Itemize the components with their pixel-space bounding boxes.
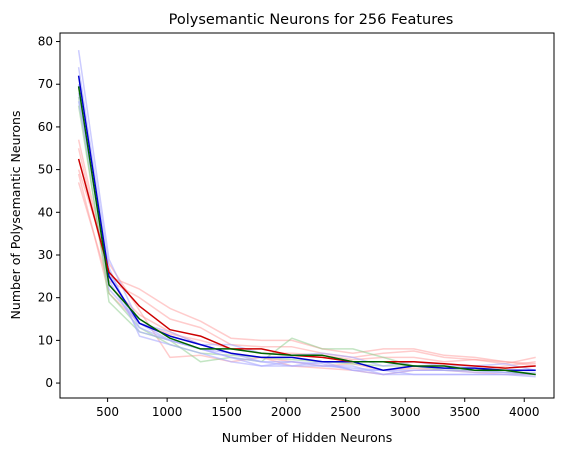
y-tick-label: 0 — [45, 376, 53, 390]
x-tick-label: 1500 — [211, 405, 242, 419]
y-axis: 0 10 20 30 40 50 60 70 80 — [38, 35, 60, 390]
x-tick-label: 3000 — [390, 405, 421, 419]
series-line-10 — [77, 169, 536, 372]
series-line-8 — [77, 139, 536, 367]
x-tick-label: 500 — [96, 405, 119, 419]
series-line-9 — [77, 148, 536, 365]
series-line-13 — [77, 96, 536, 376]
y-tick-label: 30 — [38, 248, 53, 262]
y-axis-label: Number of Polysemantic Neurons — [8, 111, 23, 320]
series-line-0 — [77, 75, 536, 372]
series-layer — [77, 49, 536, 378]
x-tick-label: 2500 — [330, 405, 361, 419]
series-line-4 — [77, 67, 536, 376]
series-line-5 — [77, 92, 536, 376]
x-tick-label: 1000 — [152, 405, 183, 419]
y-tick-label: 10 — [38, 333, 53, 347]
series-line-12 — [77, 173, 536, 365]
y-tick-label: 50 — [38, 163, 53, 177]
y-tick-label: 80 — [38, 35, 53, 49]
y-tick-label: 40 — [38, 205, 53, 219]
series-line-2 — [77, 86, 536, 376]
series-line-6 — [77, 84, 536, 372]
y-tick-label: 20 — [38, 291, 53, 305]
x-tick-label: 3500 — [449, 405, 480, 419]
series-line-3 — [77, 49, 536, 378]
x-axis: 500 1000 1500 2000 2500 3000 3500 4000 — [96, 398, 540, 419]
series-line-11 — [77, 182, 536, 376]
x-tick-label: 2000 — [271, 405, 302, 419]
series-line-1 — [77, 158, 536, 369]
y-tick-label: 60 — [38, 120, 53, 134]
plot-frame — [59, 32, 555, 399]
x-tick-label: 4000 — [509, 405, 540, 419]
x-axis-label: Number of Hidden Neurons — [222, 430, 392, 445]
series-line-7 — [77, 101, 536, 374]
y-tick-label: 70 — [38, 77, 53, 91]
chart-title: Polysemantic Neurons for 256 Features — [169, 12, 454, 28]
